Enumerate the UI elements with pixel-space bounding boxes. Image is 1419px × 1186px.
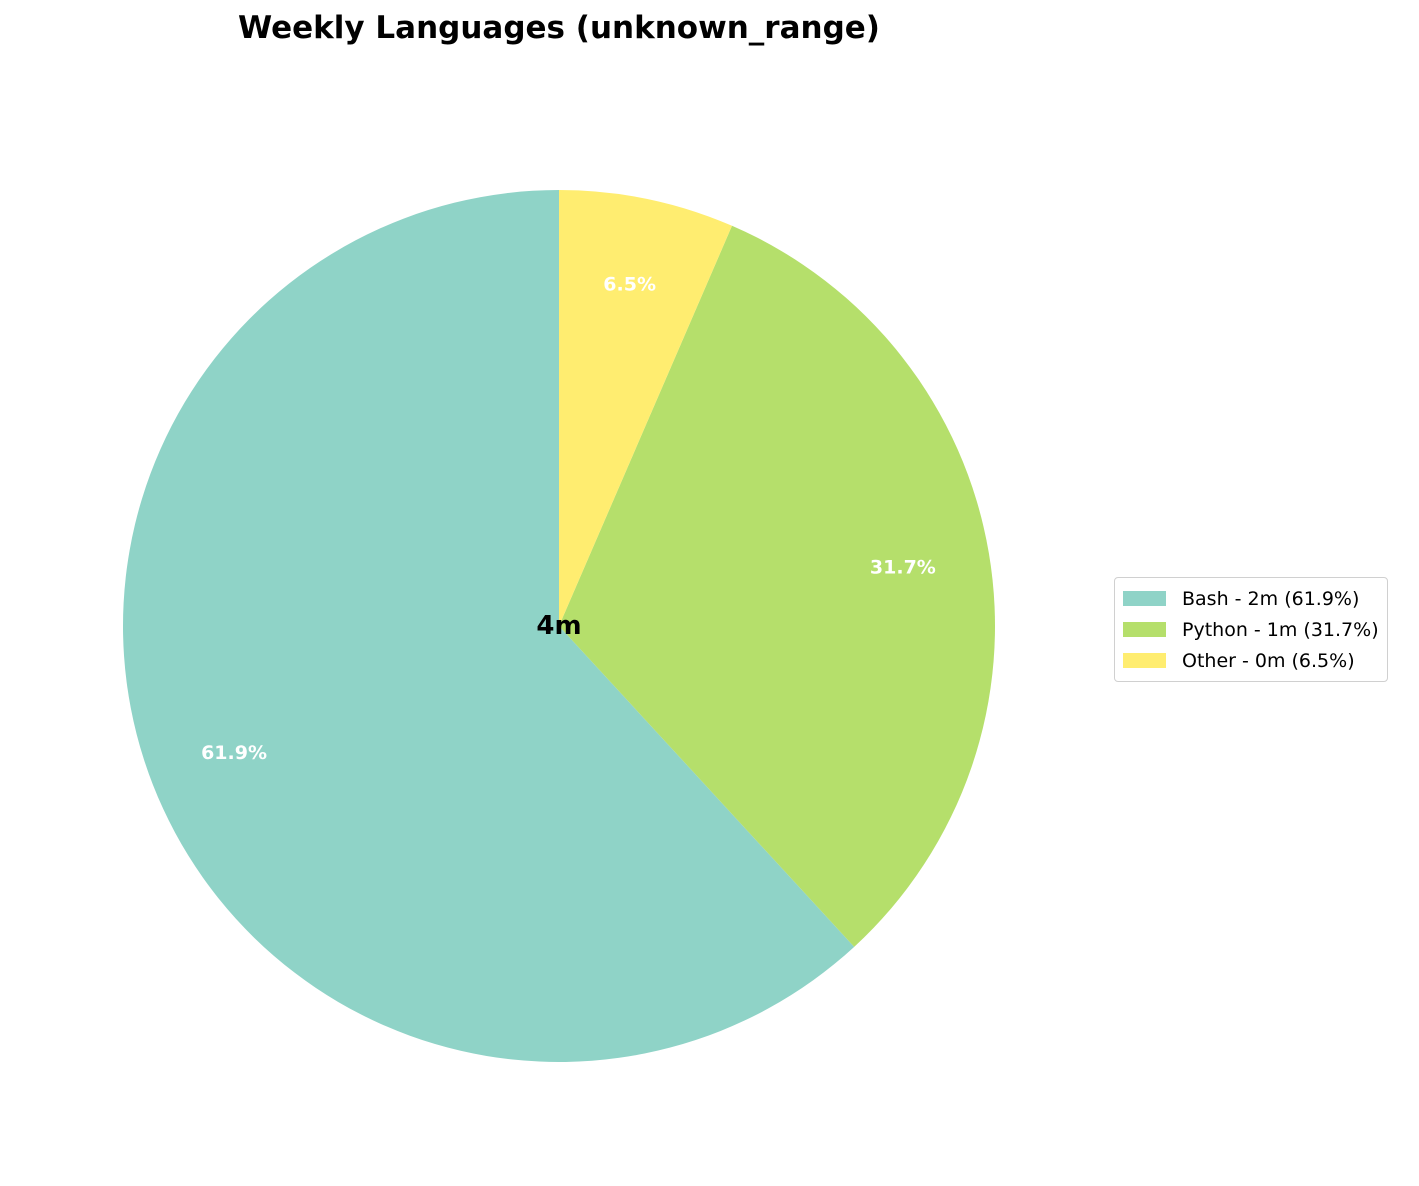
legend-item-other: Other - 0m (6.5%): [1123, 645, 1379, 676]
center-total-label: 4m: [536, 611, 581, 641]
legend-swatch-bash: [1123, 591, 1166, 606]
legend-label-other: Other - 0m (6.5%): [1182, 649, 1355, 672]
pie-slice-other: [559, 190, 732, 626]
pct-label-bash: 61.9%: [201, 742, 267, 764]
legend-label-python: Python - 1m (31.7%): [1182, 618, 1379, 641]
legend-swatch-other: [1123, 653, 1166, 668]
legend-item-bash: Bash - 2m (61.9%): [1123, 583, 1379, 614]
legend: Bash - 2m (61.9%) Python - 1m (31.7%) Ot…: [1114, 577, 1388, 682]
legend-swatch-python: [1123, 622, 1166, 637]
legend-item-python: Python - 1m (31.7%): [1123, 614, 1379, 645]
legend-label-bash: Bash - 2m (61.9%): [1182, 587, 1360, 610]
chart-title: Weekly Languages (unknown_range): [238, 10, 880, 46]
pie-slice-bash: [122, 190, 855, 1062]
pct-label-python: 31.7%: [870, 557, 936, 579]
pct-label-other: 6.5%: [603, 273, 656, 295]
pie-slice-python: [559, 225, 995, 947]
